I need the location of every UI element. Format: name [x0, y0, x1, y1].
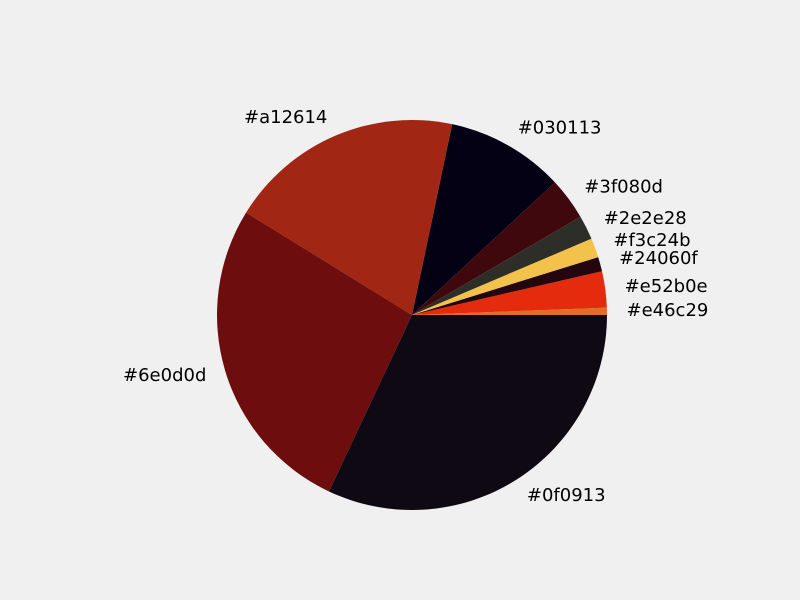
pie-labels: #e46c29 #e52b0e #24060f#f3c24b#2e2e28 #3f08… — [123, 107, 708, 506]
pie-slice-f3c24b — [412, 238, 599, 315]
slice-label-6e0d0d: #6e0d0d — [123, 365, 206, 386]
pie-slice-2e2e28 — [412, 216, 592, 315]
pie-slice-030113 — [412, 124, 555, 316]
slice-label-e46c29: #e46c29 — [627, 300, 709, 321]
pie-slice-6e0d0d — [217, 212, 412, 492]
slice-label-24060f: #24060f — [619, 248, 698, 269]
pie-slice-e52b0e — [412, 271, 607, 315]
pie-slice-a12614 — [246, 120, 453, 315]
slice-label-f3c24b: #f3c24b — [613, 230, 690, 251]
slice-label-2e2e28: #2e2e28 — [604, 208, 687, 229]
pie-slices — [217, 120, 607, 511]
slice-label-030113: #030113 — [518, 117, 602, 138]
slice-label-a12614: #a12614 — [244, 107, 327, 128]
pie-slice-24060f — [412, 257, 603, 315]
pie-slice-e46c29 — [412, 307, 607, 315]
slice-label-0f0913: #0f0913 — [527, 485, 606, 506]
slice-label-e52b0e: #e52b0e — [625, 276, 708, 297]
pie-slice-0f0913 — [328, 315, 607, 511]
pie-slice-3f080d — [412, 182, 581, 315]
slice-label-3f080d: #3f080d — [584, 176, 663, 197]
